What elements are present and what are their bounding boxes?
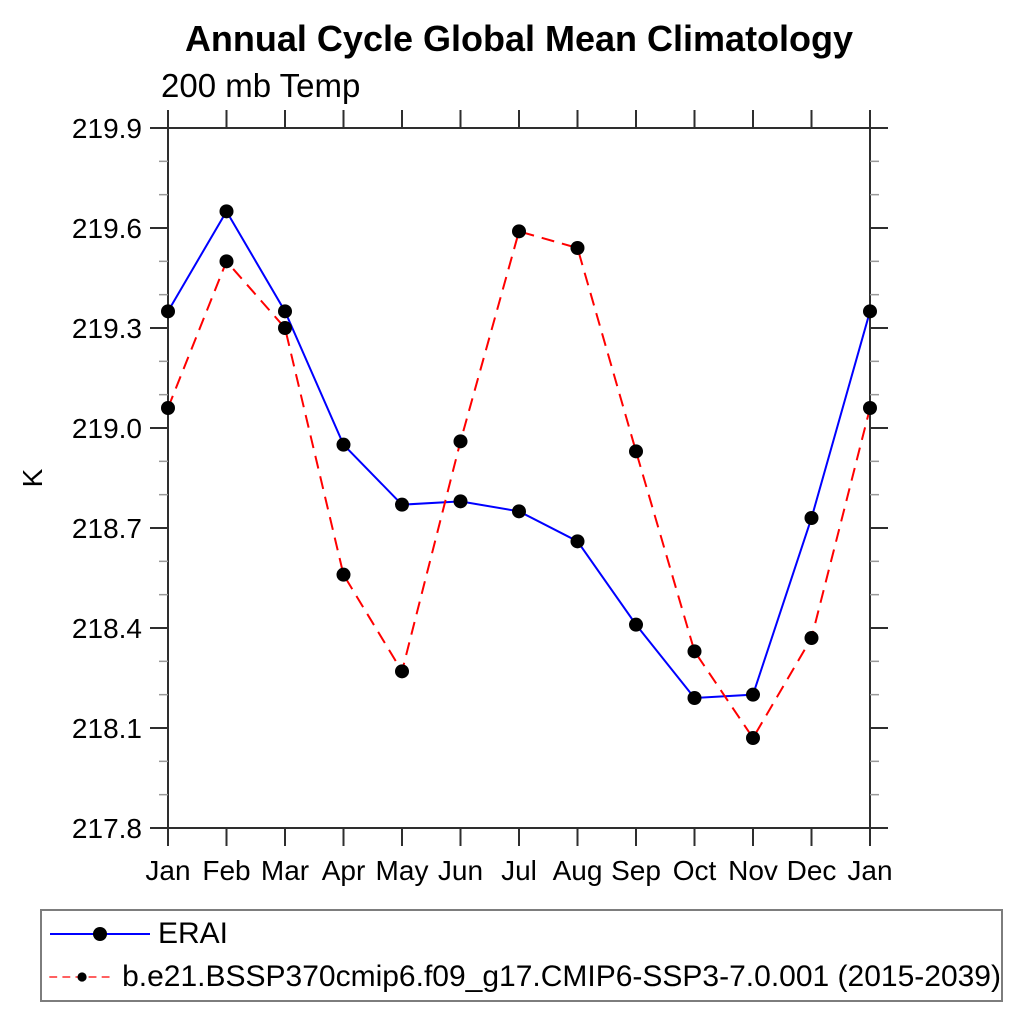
- data-point-marker: [336, 437, 351, 452]
- y-tick-label: 219.6: [72, 213, 142, 244]
- data-point-marker: [512, 504, 526, 519]
- data-point-marker: [453, 434, 468, 449]
- data-point-marker: [863, 401, 877, 415]
- legend-label-erai: ERAI: [158, 917, 229, 950]
- legend-item-model: b.e21.BSSP370cmip6.f09_g17.CMIP6-SSP3-7.…: [48, 960, 1001, 994]
- x-tick-label: Sep: [611, 855, 661, 886]
- legend-item-erai: ERAI: [48, 917, 1001, 951]
- y-axis-label: K: [17, 468, 48, 487]
- x-tick-label: May: [376, 855, 429, 886]
- x-tick-label: Feb: [202, 855, 250, 886]
- x-tick-label: Jul: [501, 855, 537, 886]
- data-point-marker: [746, 731, 760, 745]
- data-point-marker: [804, 631, 819, 645]
- data-point-marker: [219, 204, 234, 219]
- data-point-marker: [395, 497, 409, 512]
- x-tick-label: Nov: [728, 855, 778, 886]
- data-point-marker: [219, 254, 234, 269]
- y-tick-label: 217.8: [72, 813, 142, 844]
- chart-title: Annual Cycle Global Mean Climatology: [184, 18, 854, 59]
- legend: ERAI b.e21.BSSP370cmip6.f09_g17.CMIP6-SS…: [40, 909, 1003, 1002]
- x-tick-label: Apr: [322, 855, 366, 886]
- series-line-0: [167, 209, 871, 700]
- y-tick-label: 219.9: [72, 113, 142, 144]
- data-point-marker: [629, 617, 643, 632]
- data-point-marker: [278, 321, 292, 335]
- x-tick-label: Jan: [145, 855, 190, 886]
- legend-marker-dot-icon: [77, 972, 87, 982]
- y-tick-label: 218.7: [72, 513, 142, 544]
- x-tick-label: Jun: [438, 855, 483, 886]
- plot-area: 217.8 218.1 218.4 218.7 219.0 219.3 219.6 219.9…: [17, 110, 893, 886]
- data-point-marker: [161, 304, 175, 319]
- data-point-marker: [336, 567, 351, 582]
- x-tick-label: Oct: [673, 855, 717, 886]
- data-point-marker: [804, 511, 819, 525]
- data-point-marker: [570, 534, 585, 549]
- data-point-marker: [395, 664, 409, 679]
- data-point-marker: [687, 691, 702, 705]
- y-tick-label: 218.4: [72, 613, 142, 644]
- legend-line-sample-dashed: [49, 972, 115, 982]
- legend-label-model: b.e21.BSSP370cmip6.f09_g17.CMIP6-SSP3-7.…: [122, 960, 1001, 993]
- data-point-marker: [278, 304, 292, 319]
- y-tick-label: 219.0: [72, 413, 142, 444]
- data-point-marker: [629, 444, 643, 459]
- data-point-marker: [570, 241, 585, 255]
- data-point-marker: [687, 644, 702, 659]
- x-tick-label: Mar: [261, 855, 309, 886]
- y-tick-label: 219.3: [72, 313, 142, 344]
- legend-marker-dot-icon: [93, 927, 107, 941]
- x-tick-label: Jan: [847, 855, 892, 886]
- data-point-marker: [863, 304, 877, 319]
- x-tick-label: Dec: [787, 855, 837, 886]
- data-point-marker: [746, 687, 760, 702]
- chart-subtitle: 200 mb Temp: [161, 67, 361, 104]
- legend-line-sample-solid: [50, 927, 150, 941]
- data-point-marker: [512, 224, 526, 239]
- y-tick-label: 218.1: [72, 713, 142, 744]
- data-point-marker: [161, 401, 175, 415]
- x-tick-label: Aug: [553, 855, 603, 886]
- data-point-marker: [453, 494, 468, 509]
